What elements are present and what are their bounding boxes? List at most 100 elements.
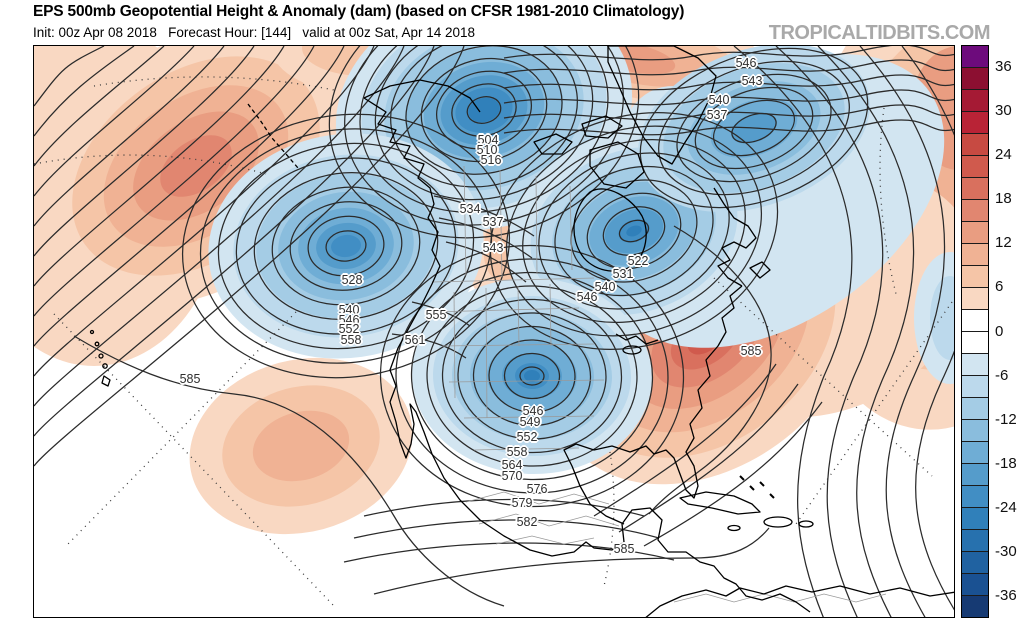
height-contour-ring (570, 179, 698, 283)
height-contour (34, 46, 375, 377)
height-contour-ring (466, 96, 502, 124)
colorbar-segment (962, 595, 988, 617)
colorbar-tick-label: 18 (995, 190, 1012, 208)
colorbar-segment (962, 199, 988, 221)
colorbar-segment (962, 133, 988, 155)
colorbar-tick-label: -24 (995, 498, 1017, 516)
anomaly-shading-layer (34, 46, 954, 535)
colorbar-segment (962, 111, 988, 133)
anomaly-fill (468, 97, 500, 123)
height-contour-ring (181, 113, 511, 379)
height-contour (775, 46, 884, 617)
height-contour (817, 46, 915, 617)
height-contour-ring (554, 165, 714, 297)
height-contour-ring (307, 215, 385, 277)
height-contour-layer (34, 46, 954, 617)
height-contour-ring (519, 366, 545, 386)
height-contour (503, 74, 954, 91)
colorbar-segment (962, 46, 988, 67)
height-contour-ring (712, 99, 796, 157)
colorbar-segment (962, 309, 988, 331)
colorbar-tick-label: 36 (995, 58, 1012, 76)
colorbar-tick-label: 12 (995, 234, 1012, 252)
init-forecast-valid-line: Init: 00z Apr 08 2018 Forecast Hour: [14… (33, 25, 476, 40)
height-contour-ring (538, 152, 730, 310)
height-contour-ring (410, 271, 654, 481)
colorbar-segment (962, 177, 988, 199)
colorbar-tick-label: 0 (995, 322, 1004, 340)
height-contour (34, 46, 465, 467)
height-contour-ring (441, 298, 623, 454)
colorbar-tick-label: -30 (995, 542, 1017, 560)
height-contour-ring (328, 46, 640, 239)
colorbar-tick-label: -36 (995, 586, 1017, 604)
height-contour-ring (435, 70, 533, 150)
anomaly-fill (160, 135, 232, 197)
height-contour-ring (457, 312, 607, 440)
colorbar-segment (962, 551, 988, 573)
height-contour (34, 46, 315, 317)
colorbar-tick-label: -12 (995, 410, 1017, 428)
colorbar-segment (962, 573, 988, 595)
height-contour (34, 46, 105, 107)
map-panel: 504 510 516 534 537 543 528 540 546 552 558 555 561 5… (33, 45, 955, 618)
height-contour (859, 46, 946, 617)
colorbar-segment (962, 287, 988, 309)
height-contour (503, 46, 954, 61)
colorbar-tick-label: 24 (995, 146, 1012, 164)
colorbar-segment (962, 221, 988, 243)
height-contour-ring (395, 258, 669, 494)
colorbar-tick-label: 6 (995, 278, 1004, 296)
height-contour-ring (217, 142, 475, 350)
height-contour-ring (472, 325, 592, 427)
height-contour (733, 46, 853, 617)
height-contour (34, 46, 225, 227)
height-contour-ring (731, 112, 777, 144)
colorbar-segment (962, 331, 988, 353)
colorbar-segment (962, 463, 988, 485)
height-contour (503, 89, 954, 106)
colorbar-segment (962, 67, 988, 89)
height-contour (34, 46, 195, 197)
state-province-borders (431, 165, 887, 603)
colorbar-tick-label: 30 (995, 102, 1012, 120)
height-contour-ring (289, 201, 403, 291)
height-contour-ring (586, 192, 682, 270)
colorbar-tick-label: -18 (995, 454, 1017, 472)
height-contour-ring (489, 112, 779, 350)
anomaly-fill (626, 225, 642, 237)
height-contour-ring (658, 60, 850, 196)
height-contour-ring (488, 339, 576, 413)
anomaly-fill (331, 234, 361, 258)
height-contour-ring (271, 186, 421, 306)
colorbar-segment (962, 155, 988, 177)
height-contour (34, 46, 165, 167)
colorbar-tick-labels: 36 30 24 18 12 6 0 -6 -12 -18 -24 -30 -36 (995, 45, 1024, 618)
height-contour-ring (325, 230, 367, 262)
anomaly-colorbar (961, 45, 989, 618)
colorbar-segment (962, 507, 988, 529)
height-contour (34, 46, 135, 137)
height-contour (34, 46, 435, 437)
colorbar-segment (962, 485, 988, 507)
colorbar-segment (962, 529, 988, 551)
height-contour-ring (199, 128, 493, 364)
height-contour (503, 104, 954, 121)
height-contour (34, 46, 255, 257)
coastline-layer (89, 46, 954, 617)
height-contour-ring (235, 157, 457, 335)
height-contour (503, 119, 954, 136)
anomaly-fill (252, 410, 350, 482)
tropicaltidbits-watermark: TROPICALTIDBITS.COM (768, 22, 991, 44)
height-contour-ring (618, 219, 650, 243)
colorbar-segment (962, 441, 988, 463)
colorbar-segment (962, 397, 988, 419)
colorbar-segment (962, 375, 988, 397)
height-contour (34, 46, 345, 347)
open-contour-layer (73, 195, 823, 607)
height-contour (901, 46, 954, 611)
colorbar-tick-label: -6 (995, 366, 1009, 384)
page-title: EPS 500mb Geopotential Height & Anomaly … (33, 3, 685, 20)
colorbar-segment (962, 89, 988, 111)
